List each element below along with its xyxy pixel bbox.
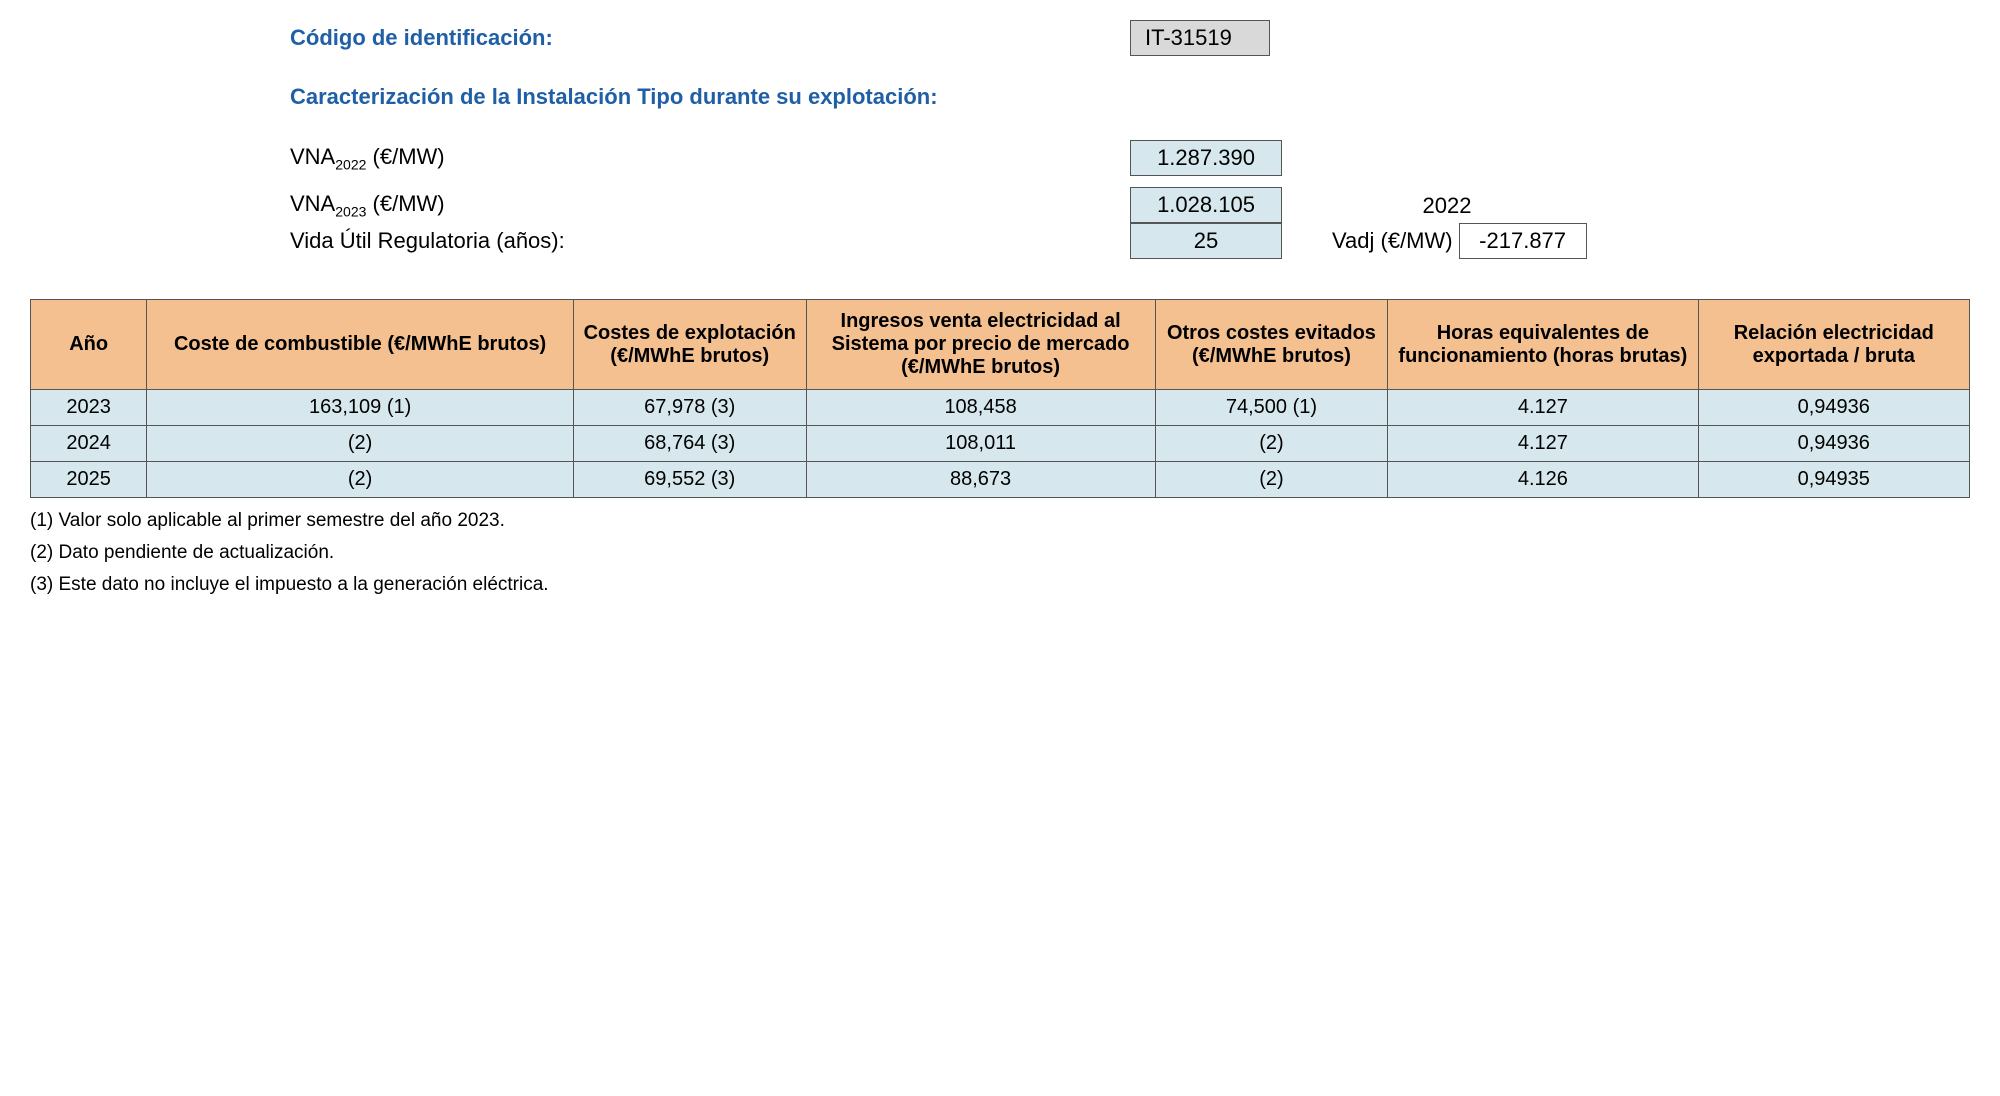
table-cell: 108,011 [806, 426, 1155, 462]
table-col-header: Año [31, 300, 147, 390]
table-row: 2025(2)69,552 (3)88,673(2)4.1260,94935 [31, 462, 1970, 498]
table-cell: (2) [147, 462, 574, 498]
table-header-row: AñoCoste de combustible (€/MWhE brutos)C… [31, 300, 1970, 390]
footnote: (3) Este dato no incluye el impuesto a l… [30, 574, 1970, 596]
table-col-header: Coste de combustible (€/MWhE brutos) [147, 300, 574, 390]
table-col-header: Horas equivalentes de funcionamiento (ho… [1388, 300, 1698, 390]
vna2023-suffix: (€/MW) [366, 191, 444, 216]
table-cell: 108,458 [806, 390, 1155, 426]
vna2022-sub: 2022 [335, 156, 366, 172]
table-body: 2023163,109 (1)67,978 (3)108,45874,500 (… [31, 390, 1970, 498]
table-cell: 4.126 [1388, 462, 1698, 498]
table-cell: 69,552 (3) [573, 462, 806, 498]
table-cell: 2024 [31, 426, 147, 462]
table-cell: 2023 [31, 390, 147, 426]
vida-row: Vida Útil Regulatoria (años): 25 Vadj (€… [290, 223, 1970, 259]
table-cell: (2) [1155, 462, 1388, 498]
vida-label: Vida Útil Regulatoria (años): [290, 228, 1130, 254]
footnotes: (1) Valor solo aplicable al primer semes… [30, 510, 1970, 596]
table-cell: 4.127 [1388, 390, 1698, 426]
table-cell: (2) [1155, 426, 1388, 462]
table-col-header: Costes de explotación (€/MWhE brutos) [573, 300, 806, 390]
table-cell: 2025 [31, 462, 147, 498]
table-cell: 88,673 [806, 462, 1155, 498]
code-value: IT-31519 [1130, 20, 1270, 56]
vna2022-prefix: VNA [290, 144, 335, 169]
table-col-header: Relación electricidad exportada / bruta [1698, 300, 1970, 390]
table-row: 2023163,109 (1)67,978 (3)108,45874,500 (… [31, 390, 1970, 426]
table-cell: 4.127 [1388, 426, 1698, 462]
vna2022-label: VNA2022 (€/MW) [290, 144, 1130, 172]
table-row: 2024(2)68,764 (3)108,011(2)4.1270,94936 [31, 426, 1970, 462]
vna2022-value: 1.287.390 [1130, 140, 1282, 176]
table-cell: 67,978 (3) [573, 390, 806, 426]
header-block: Código de identificación: IT-31519 Carac… [290, 20, 1970, 259]
vna2023-right-year: 2022 [1372, 193, 1522, 219]
vadj-label: Vadj (€/MW) [1332, 228, 1453, 254]
footnote: (1) Valor solo aplicable al primer semes… [30, 510, 1970, 532]
vna2023-label: VNA2023 (€/MW) [290, 191, 1130, 219]
vadj-value: -217.877 [1459, 223, 1587, 259]
vna2023-value: 1.028.105 [1130, 187, 1282, 223]
table-cell: 163,109 (1) [147, 390, 574, 426]
vida-value: 25 [1130, 223, 1282, 259]
table-cell: 68,764 (3) [573, 426, 806, 462]
vna2023-prefix: VNA [290, 191, 335, 216]
table-cell: 74,500 (1) [1155, 390, 1388, 426]
table-cell: 0,94936 [1698, 426, 1970, 462]
table-cell: 0,94936 [1698, 390, 1970, 426]
table-col-header: Otros costes evitados (€/MWhE brutos) [1155, 300, 1388, 390]
footnote: (2) Dato pendiente de actualización. [30, 542, 1970, 564]
table-cell: 0,94935 [1698, 462, 1970, 498]
vna2023-row: VNA2023 (€/MW) 1.028.105 2022 [290, 188, 1970, 223]
section-subtitle: Caracterización de la Instalación Tipo d… [290, 84, 1970, 110]
vna2022-row: VNA2022 (€/MW) 1.287.390 [290, 140, 1970, 176]
table-cell: (2) [147, 426, 574, 462]
code-label: Código de identificación: [290, 25, 1130, 51]
code-row: Código de identificación: IT-31519 [290, 20, 1970, 56]
table-col-header: Ingresos venta electricidad al Sistema p… [806, 300, 1155, 390]
vna2023-sub: 2023 [335, 204, 366, 220]
table-header: AñoCoste de combustible (€/MWhE brutos)C… [31, 300, 1970, 390]
data-table: AñoCoste de combustible (€/MWhE brutos)C… [30, 299, 1970, 498]
vna2022-suffix: (€/MW) [366, 144, 444, 169]
